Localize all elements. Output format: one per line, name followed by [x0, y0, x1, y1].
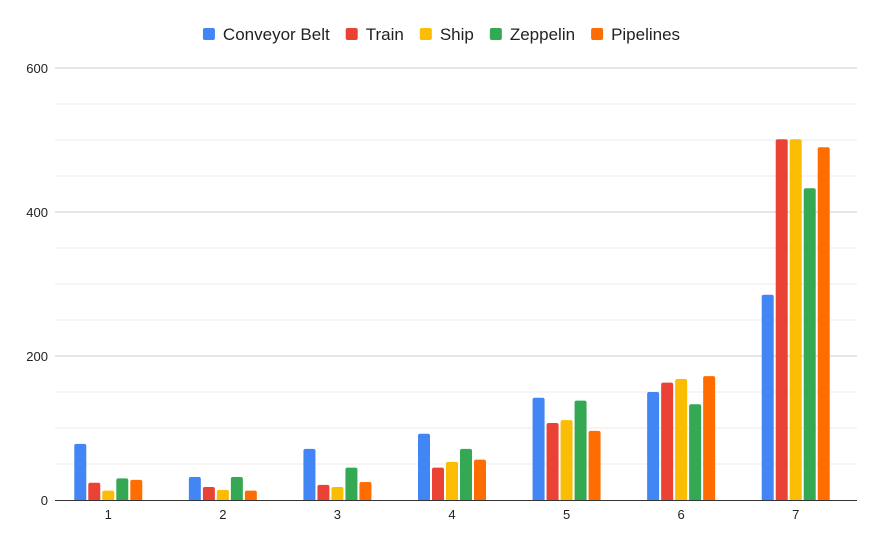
legend-label: Pipelines	[611, 25, 680, 44]
x-tick-label: 7	[792, 507, 799, 522]
bar-zeppelin-4	[460, 448, 472, 500]
y-tick-label: 0	[41, 493, 48, 508]
bar-conveyor-belt-4	[418, 433, 430, 500]
legend: Conveyor Belt Train Ship Zeppelin Pipelines	[202, 25, 680, 44]
x-tick-label: 2	[219, 507, 226, 522]
legend-item-pipelines: Pipelines	[591, 25, 680, 44]
legend-swatch	[591, 28, 604, 40]
bar-ship-1	[102, 490, 115, 500]
y-axis-ticks: 0 200 400 600	[26, 61, 48, 508]
bar-pipelines-7	[817, 147, 830, 500]
bar-conveyor-belt-2	[188, 476, 201, 500]
bar-ship-6	[675, 379, 688, 500]
y-tick-label: 600	[26, 61, 48, 76]
x-tick-label: 5	[563, 507, 570, 522]
bar-pipelines-5	[588, 430, 601, 500]
bar-conveyor-belt-1	[74, 443, 87, 500]
bar-pipelines-6	[703, 376, 716, 500]
legend-label: Train	[366, 25, 404, 44]
legend-item-conveyor-belt: Conveyor Belt	[202, 25, 330, 44]
x-axis-ticks: 1 2 3 4 5 6 7	[105, 507, 800, 522]
bar-ship-4	[446, 461, 458, 500]
bar-conveyor-belt-3	[303, 448, 316, 500]
bar-pipelines-2	[244, 490, 257, 500]
bar-ship-5	[560, 420, 573, 500]
bar-zeppelin-7	[803, 188, 816, 501]
bar-zeppelin-3	[345, 467, 358, 500]
gridlines	[55, 67, 857, 465]
bar-train-2	[202, 487, 215, 500]
bar-conveyor-belt-6	[647, 392, 660, 500]
legend-swatch	[345, 28, 358, 40]
bar-zeppelin-2	[230, 476, 243, 500]
x-tick-label: 6	[678, 507, 685, 522]
legend-label: Ship	[440, 25, 474, 44]
x-tick-label: 1	[105, 507, 112, 522]
bar-pipelines-4	[474, 459, 486, 500]
legend-swatch	[489, 28, 502, 40]
bar-zeppelin-1	[116, 478, 129, 500]
bar-pipelines-3	[359, 482, 372, 500]
bar-train-3	[317, 484, 330, 500]
legend-item-train: Train	[345, 25, 404, 44]
legend-item-ship: Ship	[419, 25, 474, 44]
legend-label: Conveyor Belt	[223, 25, 330, 44]
y-tick-label: 400	[26, 205, 48, 220]
bar-ship-2	[216, 489, 229, 500]
bar-train-6	[661, 382, 674, 500]
x-tick-label: 3	[334, 507, 341, 522]
bar-ship-7	[789, 139, 802, 500]
x-tick-label: 4	[448, 507, 455, 522]
bar-zeppelin-5	[574, 400, 587, 500]
legend-item-zeppelin: Zeppelin	[489, 25, 575, 44]
bar-zeppelin-6	[689, 404, 702, 500]
bar-conveyor-belt-7	[761, 294, 774, 500]
legend-swatch	[202, 28, 215, 40]
legend-swatch	[419, 28, 432, 40]
bar-train-5	[546, 422, 559, 500]
bar-pipelines-1	[130, 479, 143, 500]
bar-train-7	[775, 139, 788, 500]
bar-train-4	[432, 467, 444, 500]
bar-ship-3	[331, 487, 344, 500]
bar-train-1	[88, 482, 101, 500]
legend-label: Zeppelin	[510, 25, 575, 44]
bar-conveyor-belt-5	[532, 397, 545, 500]
bars	[74, 139, 830, 501]
y-tick-label: 200	[26, 349, 48, 364]
